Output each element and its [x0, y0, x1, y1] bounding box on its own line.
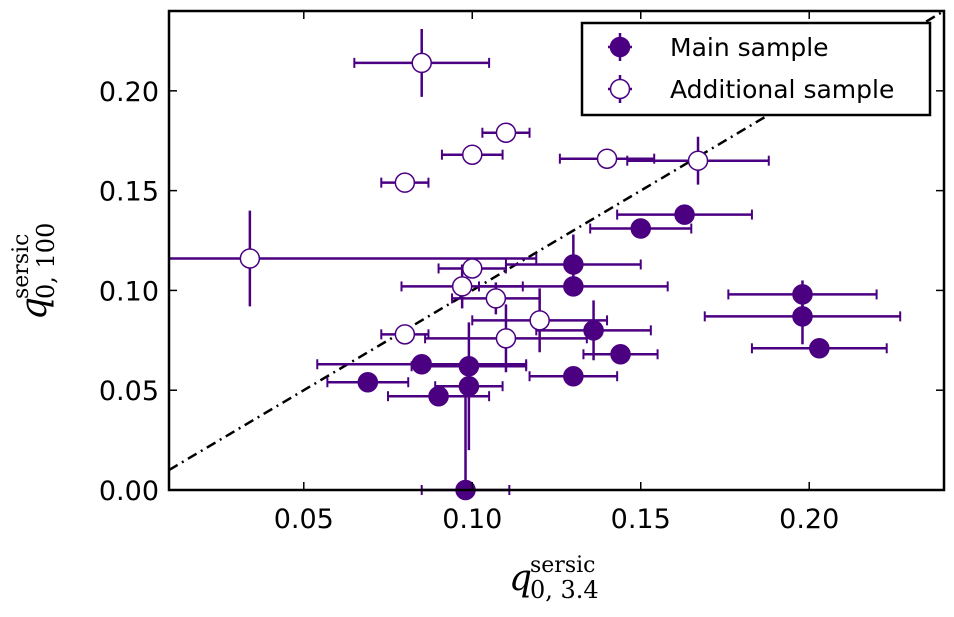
main-sample-point: [458, 375, 480, 397]
additional-sample-point: [495, 328, 517, 349]
y-tick-label: 0.10: [99, 276, 159, 307]
main-sample-point: [563, 254, 584, 275]
legend-marker-additional: [609, 78, 631, 100]
main-sample-point: [563, 276, 584, 297]
legend-box: [580, 21, 932, 117]
y-tick-label: 0.15: [99, 177, 159, 208]
x-tick-label: 0.20: [779, 504, 839, 535]
additional-sample-point: [451, 276, 473, 297]
y-axis-superscript: sersic: [9, 234, 34, 299]
x-tick-label: 0.10: [442, 504, 502, 535]
legend: Main sample Additional sample: [580, 21, 932, 117]
main-sample-point: [792, 306, 813, 327]
legend-label: Main sample: [670, 33, 829, 62]
x-axis-superscript: sersic: [530, 553, 595, 578]
additional-sample-point: [394, 324, 416, 345]
additional-sample-point: [411, 52, 432, 74]
additional-sample-point: [596, 148, 618, 169]
main-sample-point: [583, 320, 604, 341]
y-axis-subscript: 0, 100: [32, 223, 60, 299]
y-tick-label: 0.05: [99, 376, 159, 407]
additional-sample-point: [462, 258, 483, 279]
main-sample-point: [674, 204, 695, 225]
main-sample-point: [792, 284, 813, 305]
data-points-group: [239, 52, 830, 501]
main-sample-point: [809, 338, 830, 359]
x-tick-label: 0.05: [274, 504, 334, 535]
x-tick-label: 0.15: [611, 504, 671, 535]
legend-marker-main: [609, 36, 631, 58]
additional-sample-point: [687, 150, 709, 171]
main-sample-point: [411, 354, 432, 375]
additional-sample-point: [495, 122, 517, 143]
main-sample-point: [458, 356, 480, 377]
additional-sample-point: [462, 144, 483, 165]
additional-sample-point: [529, 310, 550, 331]
plot-frame: [167, 9, 946, 492]
additional-sample-point: [394, 172, 416, 193]
ticks-group: 0.05 0.10 0.15 0.20 0.00 0.05 0.10 0.15 0.20: [99, 11, 944, 535]
main-sample-point: [357, 371, 379, 393]
y-tick-label: 0.00: [99, 476, 159, 507]
error-bar: [169, 210, 538, 307]
main-sample-point: [630, 218, 651, 239]
y-tick-label: 0.20: [99, 77, 159, 108]
additional-sample-point: [239, 248, 261, 269]
x-axis-subscript: 0, 3.4: [530, 576, 599, 604]
y-axis-symbol: q: [14, 297, 55, 320]
main-sample-point: [610, 344, 631, 365]
additional-sample-point: [485, 288, 507, 309]
x-axis-symbol: q: [509, 558, 532, 599]
main-sample-point: [428, 385, 449, 407]
main-sample-point: [563, 365, 584, 387]
legend-label: Additional sample: [670, 75, 894, 104]
